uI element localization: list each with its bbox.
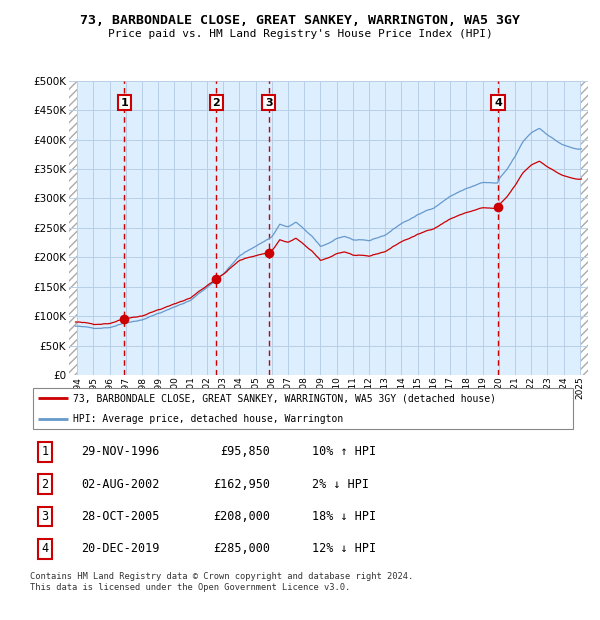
Text: 12% ↓ HPI: 12% ↓ HPI [312,542,376,555]
Text: 2: 2 [41,478,49,490]
Text: 28-OCT-2005: 28-OCT-2005 [81,510,160,523]
Text: 1: 1 [41,446,49,458]
Text: £162,950: £162,950 [213,478,270,490]
FancyBboxPatch shape [33,388,573,429]
Text: 02-AUG-2002: 02-AUG-2002 [81,478,160,490]
Text: 20-DEC-2019: 20-DEC-2019 [81,542,160,555]
Text: £208,000: £208,000 [213,510,270,523]
Text: HPI: Average price, detached house, Warrington: HPI: Average price, detached house, Warr… [73,414,343,424]
Text: 2% ↓ HPI: 2% ↓ HPI [312,478,369,490]
Text: 4: 4 [494,98,502,108]
Text: 1: 1 [121,98,128,108]
Bar [69,81,77,375]
Text: 4: 4 [41,542,49,555]
Text: 2: 2 [212,98,220,108]
Text: £95,850: £95,850 [220,446,270,458]
Text: Price paid vs. HM Land Registry's House Price Index (HPI): Price paid vs. HM Land Registry's House … [107,29,493,38]
Bar [580,81,588,375]
Text: 18% ↓ HPI: 18% ↓ HPI [312,510,376,523]
Text: £285,000: £285,000 [213,542,270,555]
Text: 3: 3 [41,510,49,523]
Text: 73, BARBONDALE CLOSE, GREAT SANKEY, WARRINGTON, WA5 3GY: 73, BARBONDALE CLOSE, GREAT SANKEY, WARR… [80,14,520,27]
Text: 73, BARBONDALE CLOSE, GREAT SANKEY, WARRINGTON, WA5 3GY (detached house): 73, BARBONDALE CLOSE, GREAT SANKEY, WARR… [73,393,496,404]
Text: 3: 3 [265,98,272,108]
Text: 10% ↑ HPI: 10% ↑ HPI [312,446,376,458]
Text: 29-NOV-1996: 29-NOV-1996 [81,446,160,458]
Text: Contains HM Land Registry data © Crown copyright and database right 2024.
This d: Contains HM Land Registry data © Crown c… [30,572,413,591]
